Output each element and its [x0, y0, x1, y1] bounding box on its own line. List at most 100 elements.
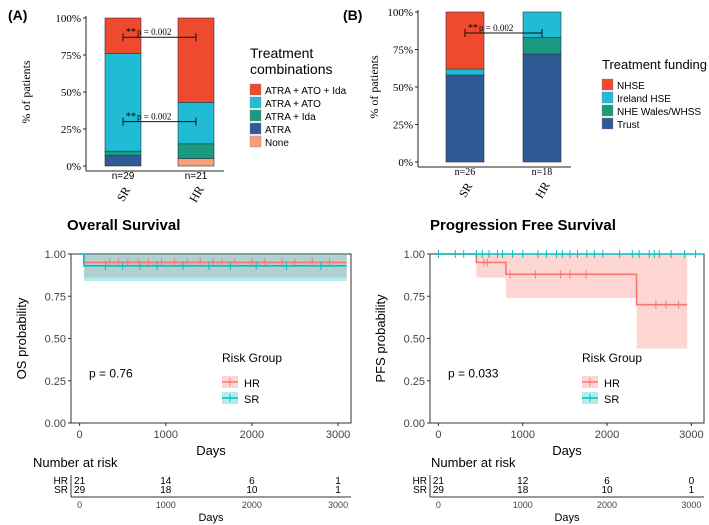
p-value-annotation: p = 0.002 [137, 112, 171, 122]
legend-swatch [249, 135, 262, 148]
legend-title: Risk Group [582, 351, 642, 365]
risk-count: 1 [689, 485, 695, 496]
bar-segment-atra-ato-ida-hr [177, 17, 215, 103]
legend-swatch [601, 117, 614, 130]
y-tick-label: 0.00 [404, 418, 425, 430]
x-tick-label: 2000 [595, 429, 619, 441]
legend-swatch [601, 104, 614, 117]
x-tick-label: 1000 [154, 429, 178, 441]
p-value: p = 0.033 [448, 366, 499, 380]
p-value-annotation: p = 0.002 [137, 27, 171, 37]
x-axis-title: Days [552, 443, 582, 458]
risk-count: 0 [689, 476, 695, 487]
p-value-annotation: p = 0.002 [479, 23, 513, 33]
n-label: n=18 [532, 167, 553, 178]
p-value: p = 0.76 [89, 366, 133, 380]
panel-label-B: (B) [343, 7, 362, 23]
x-tick-label: SR [456, 180, 475, 200]
ci-band-hr [438, 254, 688, 349]
y-axis-title: % of patients [367, 55, 381, 119]
bar-segment-atra-ida-sr [104, 150, 142, 156]
legend-label: Ireland HSE [617, 94, 671, 105]
bar-segment-nhe-wales-whss-hr [522, 37, 562, 55]
risk-count: 29 [433, 485, 445, 496]
x-tick-label: 0 [77, 429, 83, 441]
risk-count: 29 [74, 485, 86, 496]
legend-label: NHSE [617, 81, 645, 92]
ci-band-sr [79, 254, 347, 282]
risk-table-title: Number at risk [33, 455, 118, 470]
y-tick-label: 0.50 [404, 334, 425, 346]
risk-group-label: SR [54, 485, 68, 496]
risk-x-tick: 3000 [681, 500, 701, 510]
panel-label-A: (A) [8, 7, 27, 23]
risk-x-tick: 2000 [597, 500, 617, 510]
bar-segment-ireland-hse-sr [445, 68, 485, 76]
risk-count: 18 [517, 485, 529, 496]
legend-swatch [601, 78, 614, 91]
legend-label: ATRA + ATO [265, 99, 321, 110]
risk-count: 12 [517, 476, 529, 487]
risk-count: 10 [601, 485, 613, 496]
legend-swatch [249, 109, 262, 122]
legend-label: None [265, 138, 289, 149]
risk-x-title: Days [554, 512, 580, 524]
risk-x-tick: 0 [77, 500, 82, 510]
legend-label: NHE Wales/WHSS [617, 107, 701, 118]
risk-x-tick: 2000 [242, 500, 262, 510]
bar-panel-A: (A) 0% 25% 50% 75% 100% % of patients n=29 SR n=2… [8, 7, 347, 205]
legend-swatch [249, 96, 262, 109]
x-tick-label: HR [532, 179, 552, 200]
x-tick-label: 2000 [240, 429, 264, 441]
y-tick-label: 0.00 [45, 418, 66, 430]
bar-panel-B: (B) 0% 25% 50% 75% 100% % of patients n=26 SR n=1… [343, 7, 707, 201]
x-tick-label: 3000 [326, 429, 350, 441]
n-label: n=21 [185, 171, 208, 182]
y-tick-label: 100% [387, 7, 413, 19]
km-curve-sr [79, 253, 347, 267]
x-tick-label: 1000 [510, 429, 534, 441]
km-title: Progression Free Survival [430, 217, 616, 234]
legend-label: HR [604, 378, 620, 390]
bar-segment-atra-sr [104, 155, 142, 167]
y-tick-label: 0% [66, 161, 81, 173]
risk-x-tick: 1000 [156, 500, 176, 510]
legend-label: Trust [617, 120, 640, 131]
risk-group-label: SR [413, 485, 427, 496]
legend-label: HR [244, 378, 260, 390]
risk-count: 1 [335, 485, 341, 496]
risk-x-tick: 3000 [328, 500, 348, 510]
risk-table-title: Number at risk [431, 455, 516, 470]
y-axis-title: OS probability [14, 297, 29, 379]
y-tick-label: 1.00 [404, 249, 425, 261]
risk-count: 6 [249, 476, 255, 487]
y-axis-title: PFS probability [373, 294, 388, 383]
y-tick-label: 0.25 [404, 376, 425, 388]
x-tick-label: HR [186, 183, 206, 204]
risk-count: 21 [74, 476, 86, 487]
legend-label: ATRA + ATO + Ida [265, 86, 347, 97]
legend-title: Treatment funding [602, 57, 707, 72]
y-tick-label: 50% [61, 87, 81, 99]
risk-count: 21 [433, 476, 445, 487]
bar-segment-trust-hr [522, 53, 562, 163]
x-axis-title: Days [196, 443, 226, 458]
legend-swatch [601, 91, 614, 104]
y-tick-label: 25% [393, 120, 413, 132]
risk-group-label: HR [413, 476, 427, 487]
y-tick-label: 75% [61, 50, 81, 62]
legend-title: Risk Group [222, 351, 282, 365]
legend-label: ATRA [265, 125, 291, 136]
legend-title: Treatment [250, 45, 313, 61]
risk-count: 10 [246, 485, 258, 496]
bar-segment-trust-sr [445, 74, 485, 163]
n-label: n=26 [455, 167, 476, 178]
risk-count: 18 [160, 485, 172, 496]
risk-x-title: Days [198, 512, 224, 524]
legend-swatch [249, 83, 262, 96]
significance-stars: ** [126, 27, 136, 38]
y-tick-label: 75% [393, 45, 413, 57]
risk-x-tick: 1000 [513, 500, 533, 510]
